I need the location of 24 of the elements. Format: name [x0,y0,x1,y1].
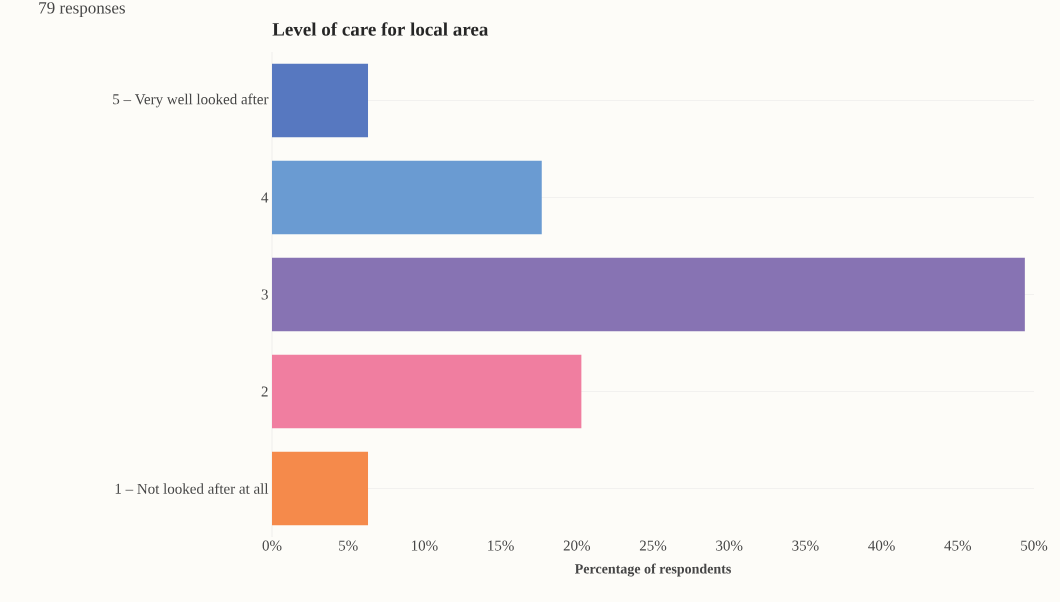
x-tick-label: 0% [262,540,282,551]
x-tick-label: 10% [411,540,438,551]
x-tick-label: 40% [868,540,895,551]
x-tick-label: 20% [563,540,591,551]
y-tick-label: 4 [261,192,269,203]
x-tick-label: 5% [339,540,358,551]
bar [272,354,582,429]
bar [272,257,1025,332]
y-tick-label: 3 [261,289,268,300]
x-tick-label: 15% [488,540,514,551]
bar [272,451,369,526]
y-tick-label: 5 – Very well looked after [113,93,269,108]
bar [272,63,369,138]
text: 79 responses [39,2,125,18]
x-tick-label: 50% [1021,540,1048,551]
chart-title: Level of care for local area [272,22,489,36]
x-axis-title: Percentage of respondents [574,563,731,577]
y-tick-label: 1 – Not looked after at all [115,483,269,494]
x-tick-label: 25% [639,540,667,551]
bar [272,160,542,235]
x-tick-label: 30% [716,540,743,551]
x-tick-label: 45% [944,540,972,551]
y-tick-label: 2 [261,386,268,397]
x-tick-label: 35% [792,540,819,551]
